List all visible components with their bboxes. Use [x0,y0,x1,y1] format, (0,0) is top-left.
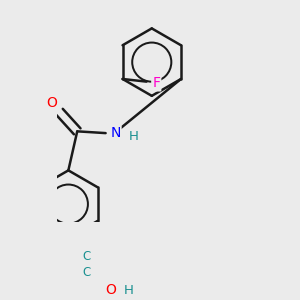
Text: H: H [124,284,134,297]
Text: C: C [82,266,91,279]
Text: O: O [46,96,57,110]
Text: C: C [82,250,91,263]
Text: F: F [152,76,160,90]
Text: O: O [106,283,116,297]
Text: N: N [110,126,121,140]
Text: H: H [129,130,139,143]
